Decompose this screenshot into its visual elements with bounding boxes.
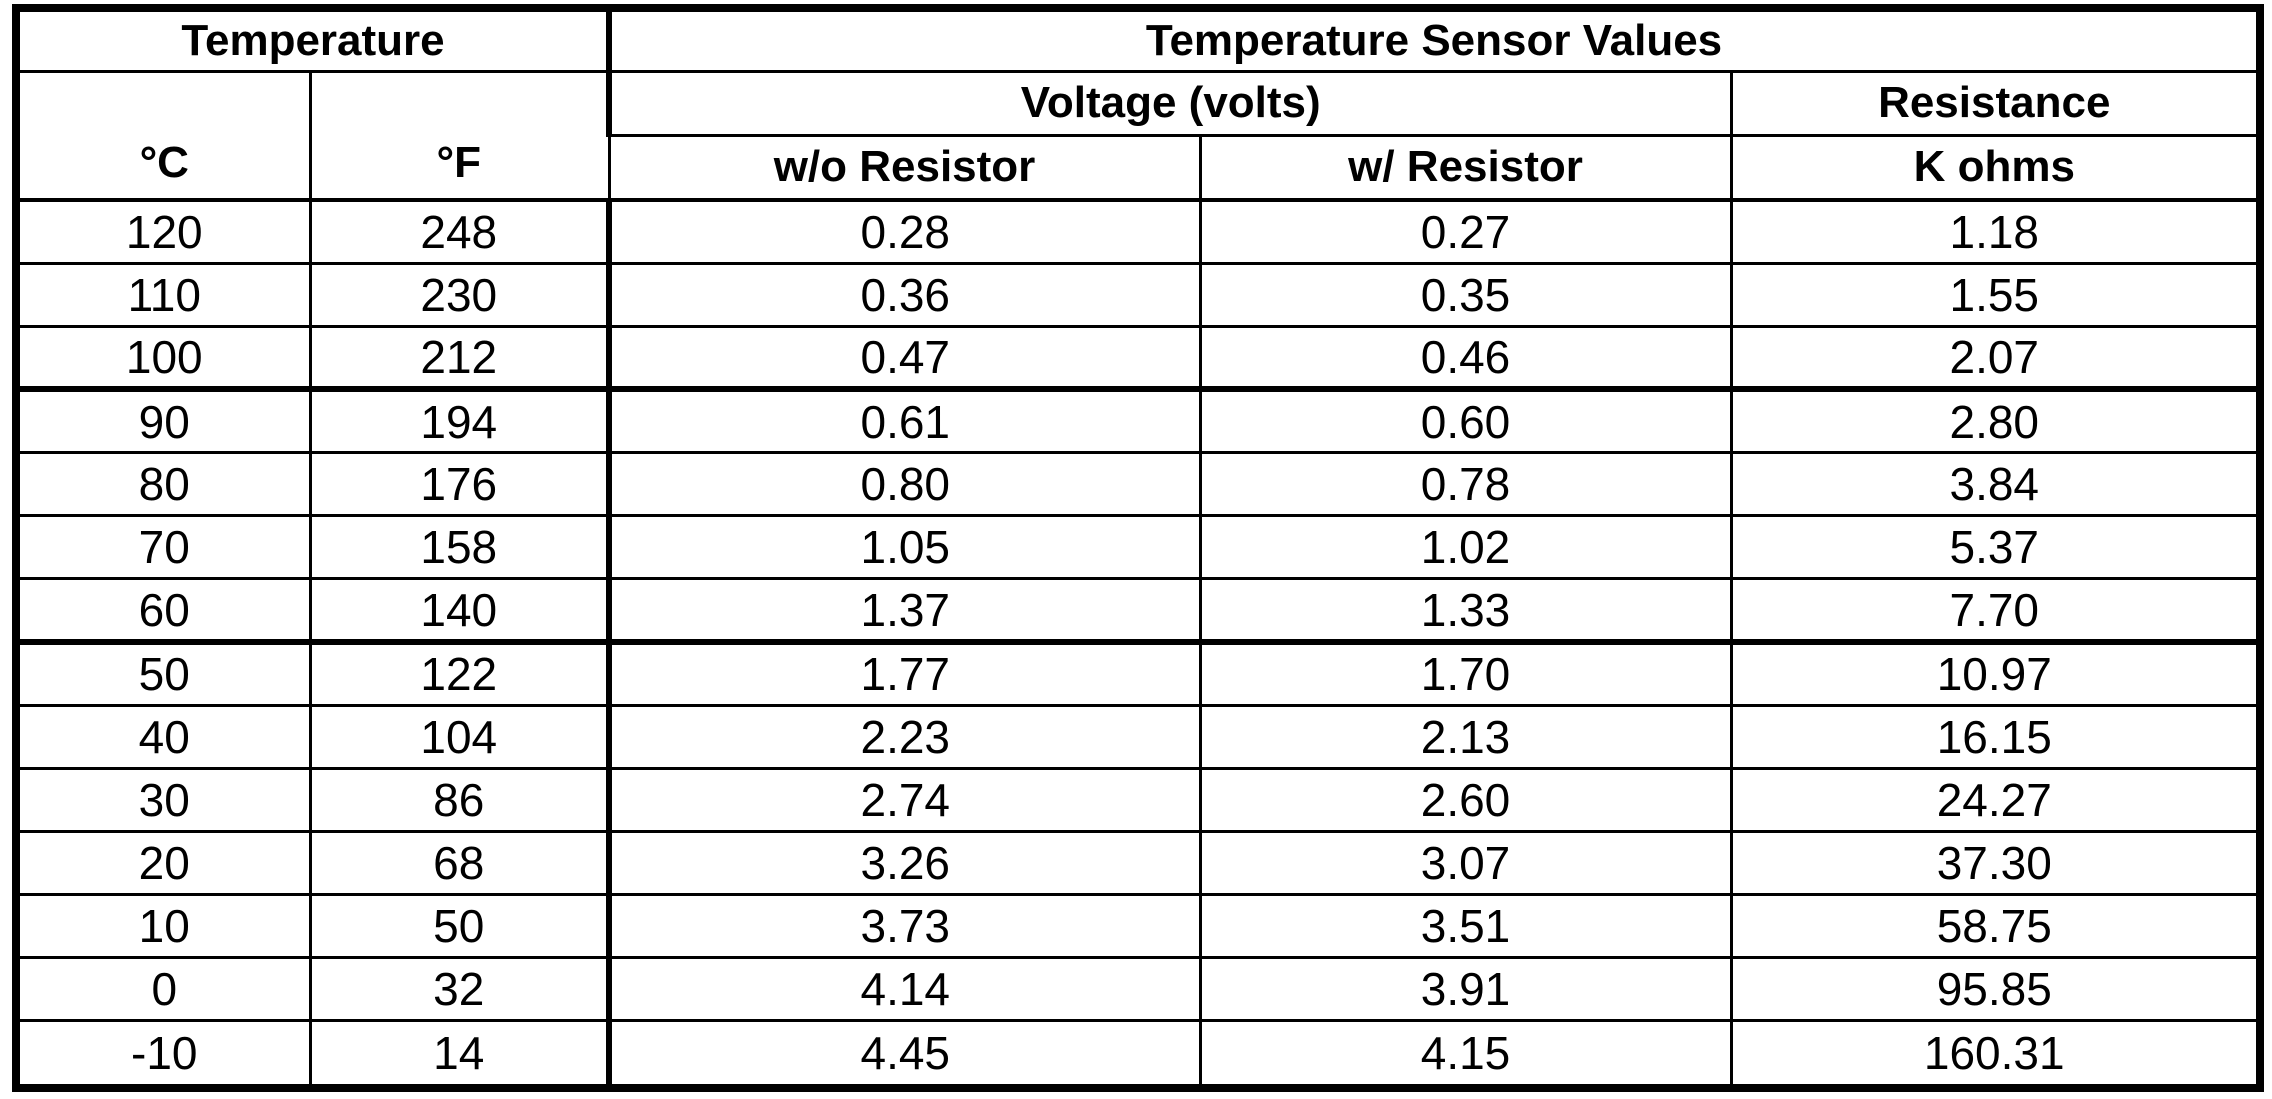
cell-celsius: 0 <box>20 956 312 1023</box>
voltage-subheader: Voltage (volts) <box>606 69 1733 137</box>
cell-resistance-kohms: 5.37 <box>1729 514 2256 581</box>
temperature-sensor-table: Temperature Temperature Sensor Values °C… <box>12 4 2264 1092</box>
cell-voltage-w-resistor: 0.35 <box>1198 261 1733 328</box>
sensor-values-table: Temperature Temperature Sensor Values °C… <box>20 12 2256 1084</box>
cell-celsius: 40 <box>20 703 312 770</box>
table-row: 50 122 1.77 1.70 10.97 <box>20 640 2256 707</box>
cell-voltage-wo-resistor: 3.73 <box>606 893 1202 960</box>
cell-fahrenheit: 140 <box>308 577 611 645</box>
cell-fahrenheit: 86 <box>308 766 611 833</box>
cell-fahrenheit: 212 <box>308 324 611 393</box>
cell-resistance-kohms: 10.97 <box>1729 640 2256 707</box>
cell-celsius: 90 <box>20 387 312 455</box>
temperature-group-header: Temperature <box>20 12 611 73</box>
cell-fahrenheit: 32 <box>308 956 611 1023</box>
cell-resistance-kohms: 160.31 <box>1729 1019 2256 1084</box>
cell-celsius: 50 <box>20 640 312 707</box>
kohms-column-header: K ohms <box>1729 133 2256 202</box>
cell-fahrenheit: 104 <box>308 703 611 770</box>
cell-voltage-w-resistor: 1.02 <box>1198 514 1733 581</box>
sub-header-row: °C °F Voltage (volts) Resistance <box>20 69 2256 202</box>
cell-voltage-w-resistor: 0.46 <box>1198 324 1733 393</box>
cell-fahrenheit: 194 <box>308 387 611 455</box>
cell-celsius: 110 <box>20 261 312 328</box>
cell-fahrenheit: 14 <box>308 1019 611 1084</box>
table-row: 90 194 0.61 0.60 2.80 <box>20 387 2256 455</box>
cell-voltage-w-resistor: 3.51 <box>1198 893 1733 960</box>
sensor-values-group-header: Temperature Sensor Values <box>606 12 2256 73</box>
cell-celsius: 80 <box>20 451 312 518</box>
table-row: 20 68 3.26 3.07 37.30 <box>20 829 2256 897</box>
cell-voltage-wo-resistor: 2.74 <box>606 766 1202 833</box>
cell-fahrenheit: 230 <box>308 261 611 328</box>
table-row: 60 140 1.37 1.33 7.70 <box>20 577 2256 645</box>
cell-fahrenheit: 248 <box>308 198 611 265</box>
cell-voltage-wo-resistor: 3.26 <box>606 829 1202 897</box>
cell-voltage-w-resistor: 3.07 <box>1198 829 1733 897</box>
table-row: 0 32 4.14 3.91 95.85 <box>20 956 2256 1023</box>
cell-voltage-w-resistor: 4.15 <box>1198 1019 1733 1084</box>
table-row: 100 212 0.47 0.46 2.07 <box>20 324 2256 393</box>
without-resistor-column-header: w/o Resistor <box>609 133 1202 202</box>
cell-fahrenheit: 158 <box>308 514 611 581</box>
cell-voltage-w-resistor: 0.27 <box>1198 198 1733 265</box>
cell-voltage-w-resistor: 0.78 <box>1198 451 1733 518</box>
cell-celsius: 10 <box>20 893 312 960</box>
cell-voltage-wo-resistor: 1.05 <box>606 514 1202 581</box>
table-row: 40 104 2.23 2.13 16.15 <box>20 703 2256 770</box>
cell-voltage-wo-resistor: 4.14 <box>606 956 1202 1023</box>
resistance-subheader: Resistance <box>1729 69 2256 137</box>
column-header-row: w/o Resistor w/ Resistor K ohms <box>20 133 2256 202</box>
cell-resistance-kohms: 24.27 <box>1729 766 2256 833</box>
group-header-row: Temperature Temperature Sensor Values <box>20 12 2256 73</box>
cell-resistance-kohms: 16.15 <box>1729 703 2256 770</box>
cell-celsius: 30 <box>20 766 312 833</box>
cell-fahrenheit: 68 <box>308 829 611 897</box>
cell-voltage-w-resistor: 0.60 <box>1198 387 1733 455</box>
cell-celsius: 100 <box>20 324 312 393</box>
cell-voltage-wo-resistor: 0.28 <box>606 198 1202 265</box>
cell-celsius: 120 <box>20 198 312 265</box>
cell-resistance-kohms: 37.30 <box>1729 829 2256 897</box>
celsius-column-header: °C <box>20 69 312 202</box>
cell-voltage-w-resistor: 1.33 <box>1198 577 1733 645</box>
cell-voltage-wo-resistor: 4.45 <box>606 1019 1202 1084</box>
cell-fahrenheit: 50 <box>308 893 611 960</box>
cell-voltage-wo-resistor: 0.36 <box>606 261 1202 328</box>
table-row: 70 158 1.05 1.02 5.37 <box>20 514 2256 581</box>
cell-resistance-kohms: 1.55 <box>1729 261 2256 328</box>
cell-celsius: 20 <box>20 829 312 897</box>
cell-resistance-kohms: 1.18 <box>1729 198 2256 265</box>
cell-resistance-kohms: 95.85 <box>1729 956 2256 1023</box>
table-body: 120 248 0.28 0.27 1.18 110 230 0.36 0.35 1.55 100 2… <box>20 198 2256 1084</box>
cell-celsius: -10 <box>20 1019 312 1084</box>
with-resistor-column-header: w/ Resistor <box>1198 133 1733 202</box>
cell-resistance-kohms: 2.07 <box>1729 324 2256 393</box>
cell-celsius: 60 <box>20 577 312 645</box>
table-row: 80 176 0.80 0.78 3.84 <box>20 451 2256 518</box>
table-row: 30 86 2.74 2.60 24.27 <box>20 766 2256 833</box>
table-row: -10 14 4.45 4.15 160.31 <box>20 1019 2256 1084</box>
cell-voltage-w-resistor: 2.60 <box>1198 766 1733 833</box>
cell-voltage-wo-resistor: 0.80 <box>606 451 1202 518</box>
cell-voltage-wo-resistor: 0.47 <box>606 324 1202 393</box>
cell-voltage-wo-resistor: 1.37 <box>606 577 1202 645</box>
cell-voltage-w-resistor: 2.13 <box>1198 703 1733 770</box>
cell-resistance-kohms: 7.70 <box>1729 577 2256 645</box>
cell-voltage-w-resistor: 1.70 <box>1198 640 1733 707</box>
cell-fahrenheit: 176 <box>308 451 611 518</box>
cell-resistance-kohms: 58.75 <box>1729 893 2256 960</box>
cell-voltage-wo-resistor: 0.61 <box>606 387 1202 455</box>
cell-voltage-wo-resistor: 1.77 <box>606 640 1202 707</box>
table-row: 10 50 3.73 3.51 58.75 <box>20 893 2256 960</box>
cell-celsius: 70 <box>20 514 312 581</box>
table-row: 110 230 0.36 0.35 1.55 <box>20 261 2256 328</box>
cell-voltage-w-resistor: 3.91 <box>1198 956 1733 1023</box>
cell-fahrenheit: 122 <box>308 640 611 707</box>
table-row: 120 248 0.28 0.27 1.18 <box>20 198 2256 265</box>
cell-resistance-kohms: 3.84 <box>1729 451 2256 518</box>
fahrenheit-column-header: °F <box>308 69 611 202</box>
cell-voltage-wo-resistor: 2.23 <box>606 703 1202 770</box>
cell-resistance-kohms: 2.80 <box>1729 387 2256 455</box>
